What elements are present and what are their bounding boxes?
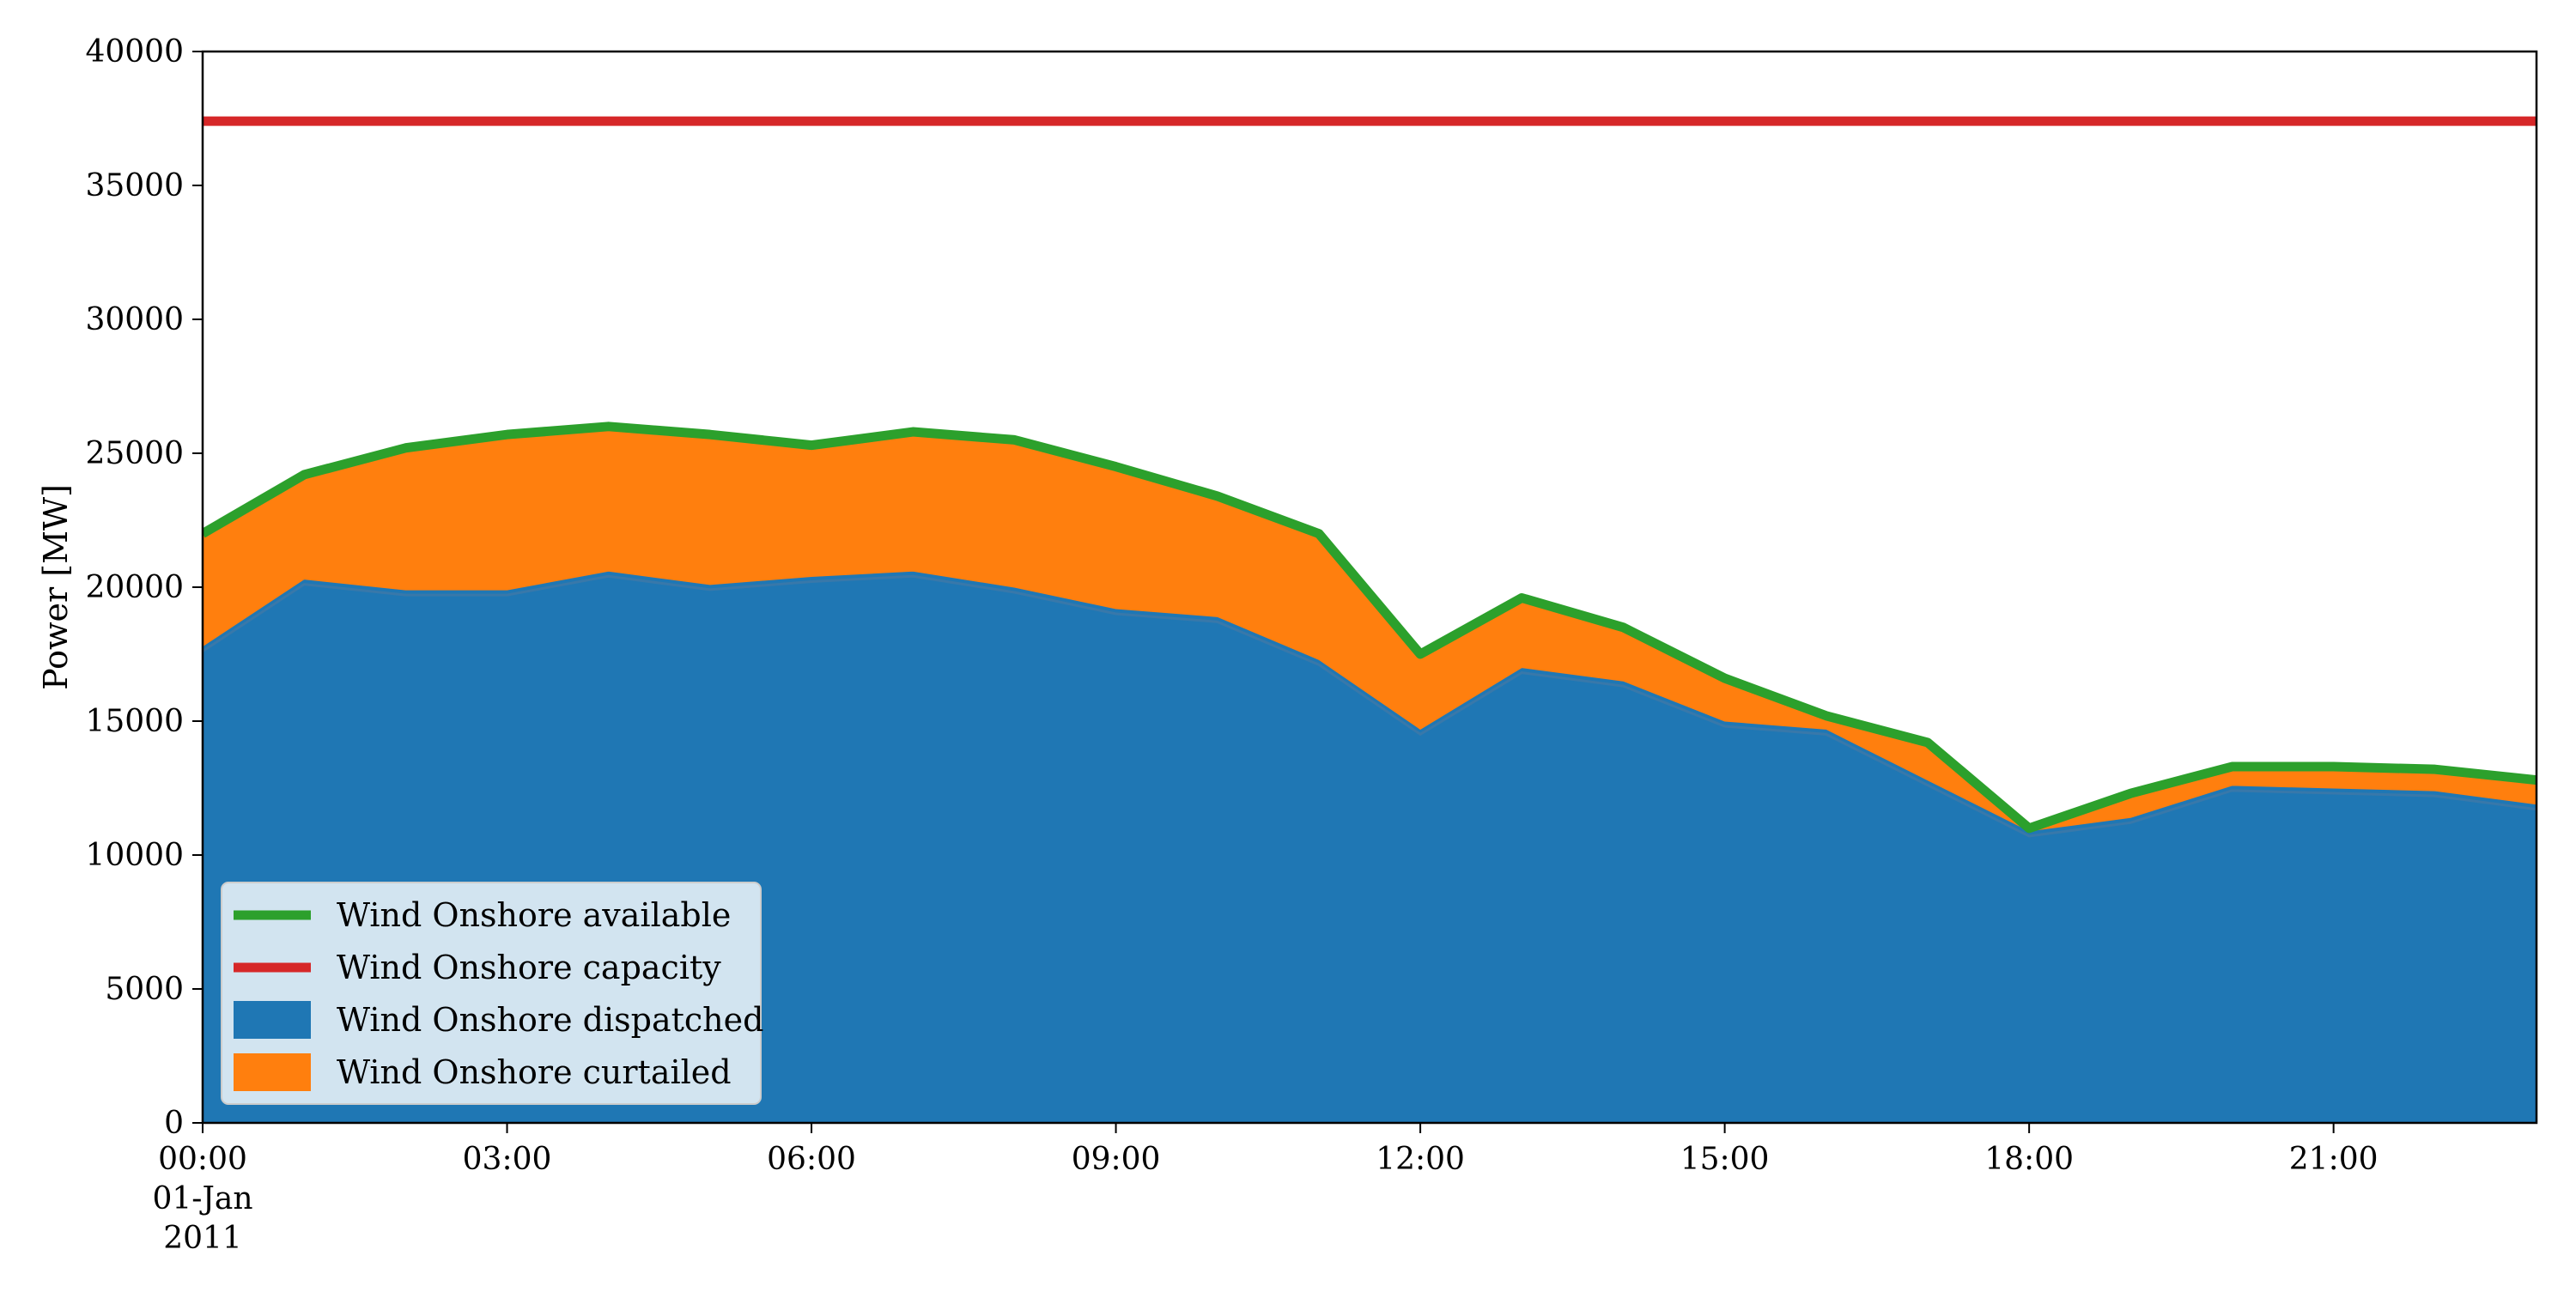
x-tick-label-line: 12:00 (1376, 1142, 1465, 1177)
x-tick-label: 03:00 (463, 1142, 552, 1177)
y-tick-label: 10000 (85, 838, 184, 873)
y-tick-label: 5000 (105, 972, 184, 1007)
x-tick-label-line: 15:00 (1680, 1142, 1770, 1177)
axes: 0 5000 10000 15000 20000 25000 30000 35000 40000… (37, 34, 2538, 1256)
x-tick-label: 00:00 01-Jan 2011 (152, 1142, 252, 1256)
series-line-available (203, 422, 2537, 834)
x-tick-label-line: 21:00 (2289, 1142, 2379, 1177)
legend: Wind Onshore available Wind Onshore capac… (221, 882, 763, 1105)
y-tick-label: 35000 (85, 168, 184, 203)
plot-marks (203, 116, 2537, 1123)
legend-swatch-patch (234, 1001, 311, 1039)
legend-swatch-patch (234, 1053, 311, 1091)
legend-label: Wind Onshore curtailed (337, 1053, 732, 1091)
y-tick-label: 20000 (85, 570, 184, 605)
legend-label: Wind Onshore available (337, 896, 731, 934)
y-tick-label: 15000 (85, 704, 184, 739)
legend-box (221, 882, 762, 1105)
x-tick-label-line: 06:00 (767, 1142, 856, 1177)
x-tick-label: 09:00 (1072, 1142, 1161, 1177)
x-tick-label: 21:00 (2289, 1142, 2379, 1177)
y-tick-label: 25000 (85, 436, 184, 471)
x-tick-label: 12:00 (1376, 1142, 1465, 1177)
x-tick-label-line: 2011 (163, 1221, 242, 1256)
x-tick-label-line: 03:00 (463, 1142, 552, 1177)
x-tick-label-line: 00:00 (158, 1142, 247, 1177)
y-tick-label: 30000 (85, 302, 184, 337)
y-tick-label: 0 (164, 1106, 184, 1141)
legend-label: Wind Onshore dispatched (337, 1001, 763, 1039)
y-axis-title: Power [MW] (37, 484, 75, 690)
dispatched-edge-line (203, 574, 2537, 838)
x-tick-label-line: 18:00 (1984, 1142, 2074, 1177)
x-tick-label: 06:00 (767, 1142, 856, 1177)
x-tick-label-line: 09:00 (1072, 1142, 1161, 1177)
x-tick-label: 18:00 (1984, 1142, 2074, 1177)
legend-label: Wind Onshore capacity (337, 949, 721, 986)
x-tick-label: 15:00 (1680, 1142, 1770, 1177)
x-tick-label-line: 01-Jan (152, 1181, 252, 1216)
y-tick-label: 40000 (85, 34, 184, 70)
plot-area (203, 116, 2537, 1123)
